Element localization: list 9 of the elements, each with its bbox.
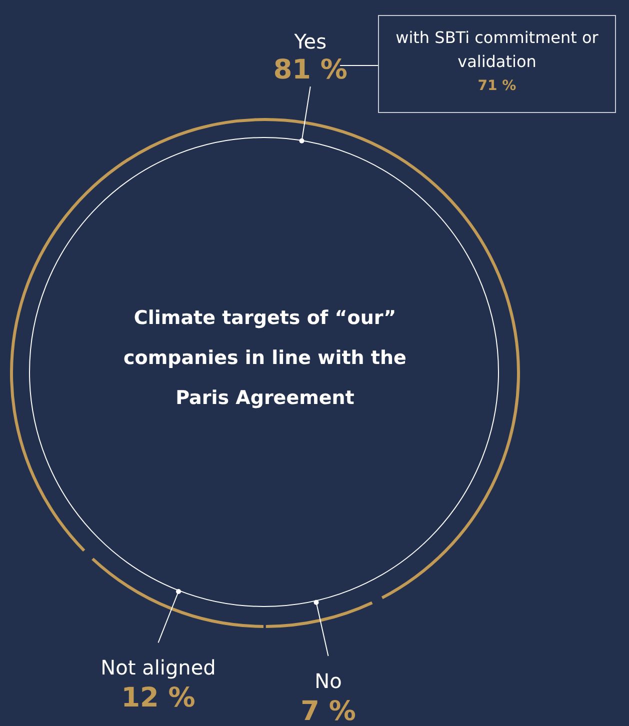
data-label: 7 % (300, 696, 356, 726)
slice-label: Yes (293, 30, 327, 54)
text: 71 % (476, 77, 518, 96)
data-label: 81 % (273, 54, 348, 86)
slice-label: No (314, 669, 342, 694)
text: Climate targets of “our” companies in line with the Paris Agreement (122, 306, 408, 411)
text: with SBTi commitment or validation (394, 27, 600, 73)
slice-label: Not aligned (100, 656, 216, 680)
data-label: 12 % (121, 682, 196, 714)
